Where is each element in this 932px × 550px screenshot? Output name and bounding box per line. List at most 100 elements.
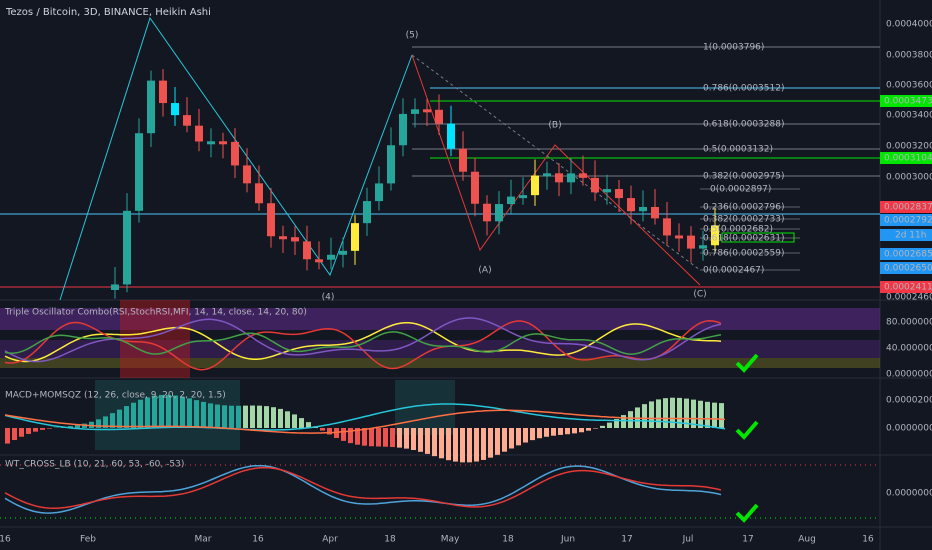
time-label: 16: [252, 535, 264, 545]
histogram-bar: [376, 428, 381, 447]
histogram-bar: [719, 403, 724, 428]
histogram-bar: [607, 422, 612, 428]
wave-impulse: [59, 16, 413, 301]
checkmark: [735, 503, 759, 523]
histogram-bar: [355, 428, 360, 445]
candle-body: [183, 115, 191, 126]
chart-title: Tezos / Bitcoin, 3D, BINANCE, Heikin Ash…: [5, 7, 211, 18]
histogram-bar: [544, 428, 549, 437]
checkmark: [735, 420, 759, 440]
price-tag: 0.0003473: [884, 97, 932, 107]
histogram-bar: [341, 428, 346, 441]
histogram-bar: [446, 428, 451, 461]
candle-body: [423, 109, 431, 113]
candle-body: [519, 195, 527, 199]
histogram-bar: [75, 425, 80, 428]
histogram-bar: [110, 413, 115, 428]
price-tag: 0.0002837: [884, 203, 932, 213]
candle-body: [123, 210, 131, 285]
price-label: 0.0003400: [886, 111, 932, 121]
candle-body: [579, 173, 587, 178]
candle-body: [351, 223, 359, 251]
candle-body: [699, 245, 707, 249]
histogram-bar: [362, 428, 367, 446]
histogram-bar: [229, 405, 234, 428]
fib-label: 0(0.0002897): [710, 185, 771, 195]
histogram-bar: [593, 428, 598, 429]
checkmark: [735, 353, 759, 373]
time-label: Mar: [195, 535, 212, 545]
histogram-bar: [5, 428, 10, 444]
histogram-bar: [677, 397, 682, 428]
price-tag-bg: [880, 201, 932, 213]
fib-label: 0.618(0.0003288): [703, 120, 784, 130]
histogram-bar: [565, 428, 570, 435]
candle-body: [111, 284, 119, 290]
candle-body: [675, 235, 683, 239]
histogram-bar: [502, 428, 507, 452]
time-label: 17: [742, 535, 753, 545]
histogram-bar: [124, 406, 129, 428]
histogram-bar: [523, 428, 528, 443]
histogram-bar: [621, 415, 626, 428]
candle-body: [711, 225, 719, 246]
wave-label: (C): [693, 290, 706, 300]
histogram-bar: [47, 428, 52, 429]
histogram-bar: [698, 400, 703, 428]
price-tag: 0.0002792: [884, 216, 932, 226]
histogram-bar: [516, 428, 521, 446]
fib-label: 1(0.0003796): [703, 43, 764, 53]
signal-line: [4, 409, 726, 434]
candle-body: [627, 198, 635, 212]
candle-body: [195, 125, 203, 142]
fib-label: 0(0.0002467): [703, 266, 764, 276]
fib-label: 0.786(0.0003512): [703, 84, 784, 94]
histogram-bar: [453, 428, 458, 462]
histogram-bar: [166, 394, 171, 428]
histogram-bar: [103, 416, 108, 428]
histogram-bar: [397, 428, 402, 448]
histogram-bar: [68, 426, 73, 428]
histogram-bar: [691, 399, 696, 428]
histogram-bar: [390, 428, 395, 448]
candle-body: [411, 109, 419, 114]
histogram-bar: [33, 428, 38, 432]
candle-body: [267, 203, 275, 237]
histogram-bar: [12, 428, 17, 441]
price-label: 0.0004000: [886, 20, 932, 30]
histogram-bar: [264, 406, 269, 428]
indicator-title: MACD+MOMSQZ (12, 26, close, 9, 20, 2, 20…: [5, 391, 226, 401]
price-tag: 0.0002685: [884, 250, 932, 260]
histogram-bar: [96, 419, 101, 428]
histogram-bar: [299, 418, 304, 428]
time-label: Apr: [322, 535, 338, 545]
time-label: 16: [0, 535, 11, 545]
histogram-bar: [649, 401, 654, 428]
fib-label: 0.786(0.0002559): [703, 249, 784, 259]
time-label: Jul: [682, 535, 694, 545]
histogram-bar: [684, 398, 689, 428]
candle-body: [303, 241, 311, 260]
histogram-bar: [439, 428, 444, 459]
histogram-bar: [285, 411, 290, 428]
histogram-bar: [117, 409, 122, 428]
histogram-bar: [663, 398, 668, 428]
histogram-bar: [187, 398, 192, 428]
candle-body: [387, 145, 395, 184]
price-label: 0.0003800: [886, 51, 932, 61]
histogram-bar: [138, 399, 143, 428]
histogram-bar: [208, 403, 213, 428]
wave-correction: [411, 54, 701, 286]
histogram-bar: [40, 428, 45, 430]
time-label: 18: [384, 535, 396, 545]
histogram-bar: [537, 428, 542, 439]
histogram-bar: [474, 428, 479, 462]
candle-body: [207, 141, 215, 145]
mfi-line: [4, 317, 722, 363]
histogram-bar: [670, 397, 675, 428]
candle-body: [639, 206, 647, 212]
wt-line-1: [4, 464, 722, 514]
histogram-bar: [586, 428, 591, 431]
price-tag-bg: [880, 281, 932, 293]
